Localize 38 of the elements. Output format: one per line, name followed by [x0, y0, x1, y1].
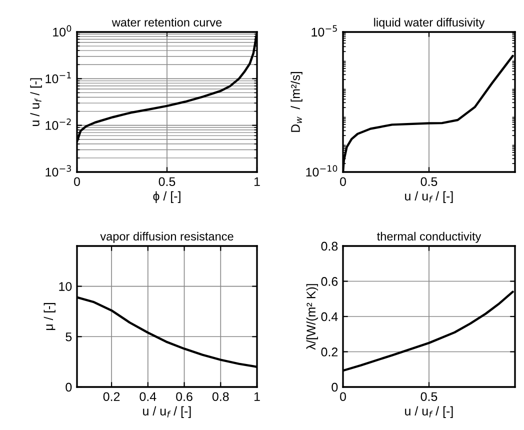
x-axis-title: u / u$_{f}$ / [-]	[143, 406, 191, 418]
x-tick-label: 0.5	[420, 177, 438, 186]
y-tick-label: 10$^{−5}$	[312, 25, 337, 37]
chart-title: thermal conductivity	[377, 232, 482, 243]
x-tick-label: 1	[254, 177, 260, 186]
x-tick-label: 1	[254, 392, 260, 401]
y-tick-label: 0.2	[321, 348, 338, 356]
chart-title: vapor diffusion resistance	[100, 232, 234, 243]
x-tick-label: 0.2	[103, 392, 120, 402]
x-axis-title: u / u$_{f}$ / [-]	[405, 191, 453, 203]
y-axis-title: u / u$_{f}$ / [-]	[30, 78, 42, 126]
x-tick-label: 0	[74, 177, 80, 186]
x-tick-label: 0.8	[212, 392, 229, 402]
x-tick-label: 0.6	[176, 392, 192, 402]
x-axis-title: ϕ / [-]	[153, 191, 180, 203]
y-tick-label: 0.8	[321, 242, 338, 251]
x-tick-label: 0.5	[158, 177, 176, 186]
x-tick-label: 0.4	[140, 392, 156, 402]
y-tick-label: 0.6	[321, 277, 338, 286]
chart-title: water retention curve	[112, 18, 222, 27]
y-tick-label: 5	[66, 332, 72, 342]
y-tick-label: 10$^{−10}$	[306, 165, 338, 177]
x-tick-label: 0	[340, 177, 346, 186]
y-tick-label: 0	[66, 382, 72, 392]
y-tick-label: 10$^{−3}$	[46, 165, 71, 177]
x-tick-label: 0.5	[420, 392, 438, 402]
y-axis-title: D$_{w}$ / [m²/s]	[290, 72, 302, 132]
y-tick-label: 10$^{−1}$	[46, 72, 71, 84]
y-tick-label: 0	[332, 382, 338, 392]
y-axis-title: μ / [-]	[44, 303, 56, 330]
chart-title: liquid water diffusivity	[374, 18, 485, 29]
x-axis-title: u / u$_{f}$ / [-]	[405, 406, 453, 418]
x-tick-label: 0	[340, 392, 346, 402]
y-axis-title: λ/[W/(m² K)]	[306, 284, 318, 350]
y-tick-label: 10	[59, 282, 72, 291]
y-tick-label: 10$^{0}$	[53, 25, 72, 37]
y-tick-label: 10$^{−2}$	[46, 118, 71, 130]
y-tick-label: 0.4	[321, 312, 338, 322]
